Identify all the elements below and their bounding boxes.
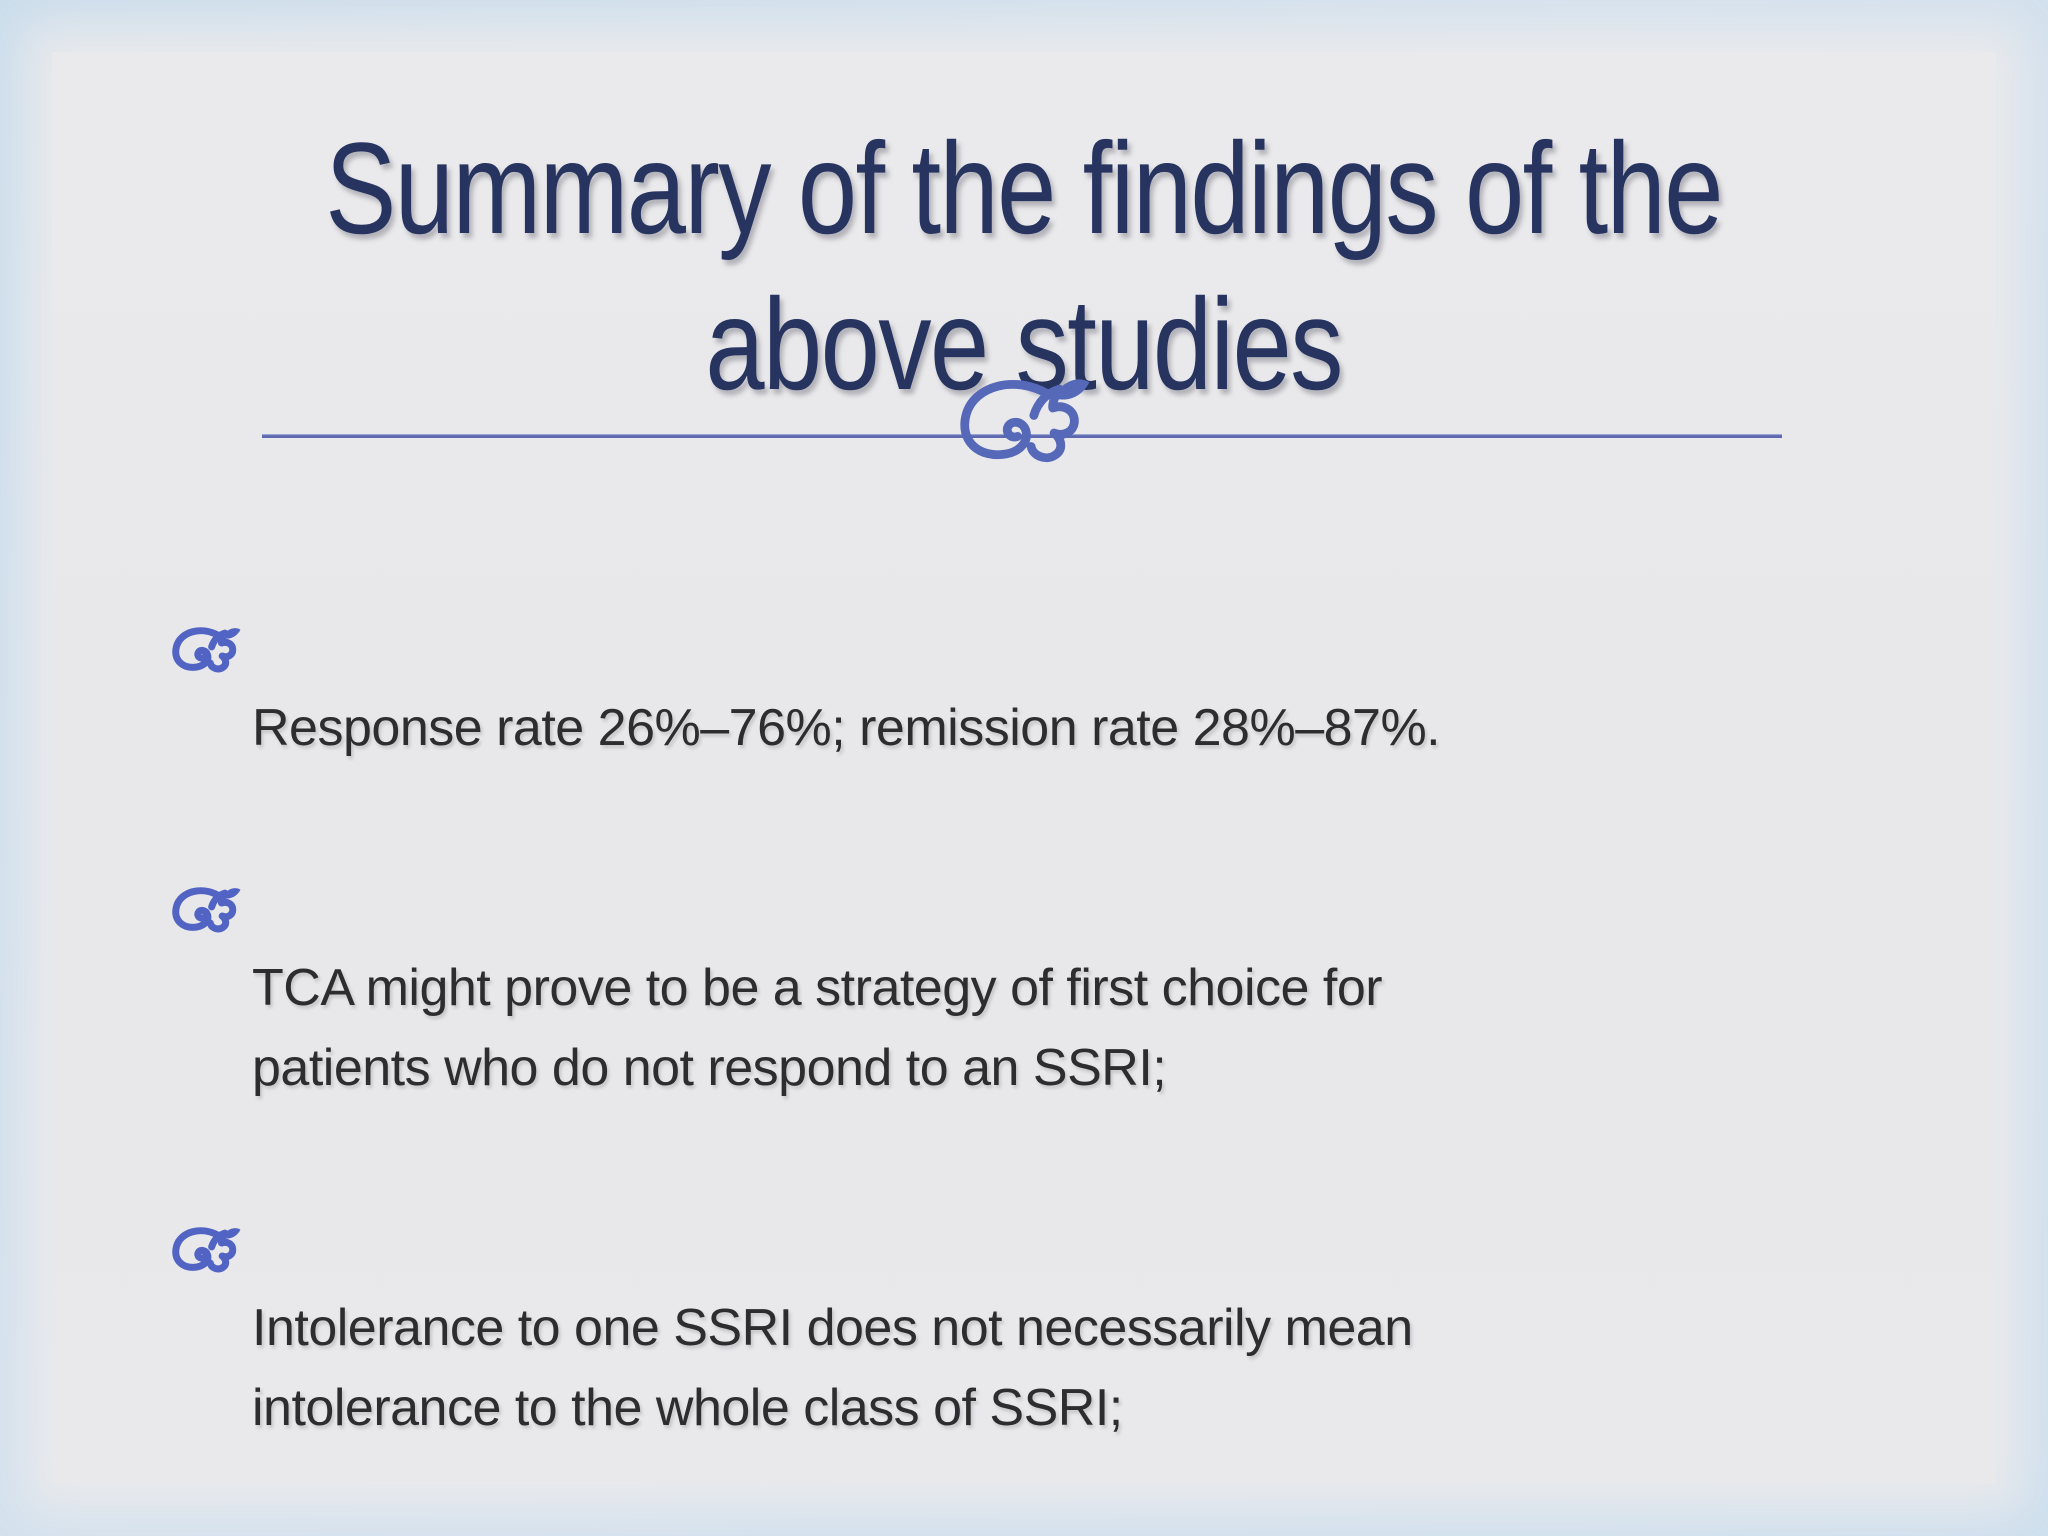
- bullet-item: Intolerance to one SSRI does not necessa…: [170, 1128, 1830, 1448]
- slide-panel: Summary of the findings of the above stu…: [52, 52, 1996, 1484]
- bullet-item: Between-class switch is a good treatment…: [170, 1468, 1830, 1536]
- bullet-text: TCA might prove to be a strategy of firs…: [252, 959, 1383, 1097]
- bullet-list: Response rate 26%–76%; remission rate 28…: [170, 528, 1830, 1536]
- bullet-item: TCA might prove to be a strategy of firs…: [170, 788, 1830, 1108]
- calligraphic-flourish-bullet-icon: [166, 804, 244, 1014]
- calligraphic-flourish-bullet-icon: [166, 544, 244, 754]
- divider-rule: [262, 434, 1782, 438]
- calligraphic-flourish-bullet-icon: [166, 1144, 244, 1354]
- title-divider: [52, 379, 1996, 500]
- bullet-item: Response rate 26%–76%; remission rate 28…: [170, 528, 1830, 768]
- calligraphic-flourish-icon: [946, 372, 1096, 467]
- bullet-text: Intolerance to one SSRI does not necessa…: [252, 1299, 1413, 1437]
- calligraphic-flourish-bullet-icon: [166, 1484, 244, 1536]
- bullet-text: Response rate 26%–76%; remission rate 28…: [252, 699, 1441, 757]
